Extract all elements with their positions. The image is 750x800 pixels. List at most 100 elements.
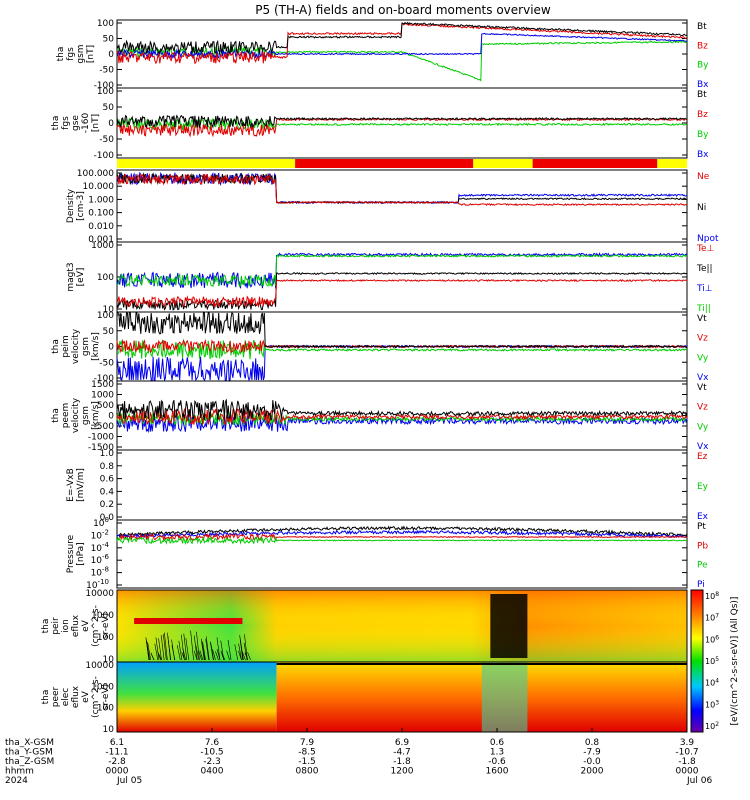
panel-efield: 1.0 0.8 0.6 0.4 0.2 0.0 E=-VxB [mV/m] Ez Ey Ex — [66, 449, 709, 523]
series-fgs_gsm — [116, 21, 688, 82]
x-tick-label: 7.6 — [205, 738, 220, 748]
ion-spectrogram-dropout — [215, 651, 219, 661]
legend-peim_velocity-Vt: Vt — [697, 314, 707, 324]
panel-frame — [116, 87, 688, 159]
x-row-label: tha_Y-GSM — [5, 748, 53, 758]
y-tick-label: -50 — [99, 135, 114, 145]
y-axis-label: Density — [66, 188, 76, 223]
x-tick-label: 7.9 — [300, 738, 315, 748]
y-axis-label: gsm — [81, 337, 91, 356]
y-axis-label: velocity — [71, 397, 81, 433]
colorbar-tick-label: 105 — [705, 656, 719, 666]
x-tick-label: -2.3 — [203, 757, 221, 767]
legend-peem_velocity-Vy: Vy — [697, 422, 709, 432]
ion-spectrogram-dropout — [201, 643, 206, 661]
y-tick-label: 50 — [103, 327, 115, 337]
y-axis-label: tha — [51, 408, 61, 423]
legend-peim_velocity-Vx: Vx — [697, 373, 709, 383]
x-tick-label: -11.1 — [105, 748, 128, 758]
legend-pressure-Pe: Pe — [697, 561, 708, 571]
y-axis-label: Pressure — [66, 534, 76, 573]
y-tick-label: -500 — [94, 422, 115, 432]
x-tick-label: 1600 — [486, 767, 509, 777]
y-axis-label: sr-eV) — [101, 684, 111, 710]
y-tick-label: 50 — [103, 35, 115, 45]
series-line-green — [116, 254, 688, 288]
ion-spectrogram-dropout — [242, 651, 246, 661]
y-axis-label: peim — [61, 335, 71, 358]
y-axis-label: gse — [71, 115, 81, 131]
y-tick-label: -50 — [99, 66, 114, 76]
y-tick-label: 0.0 — [100, 513, 115, 523]
region-segment — [295, 159, 474, 168]
y-axis-label: eV — [81, 690, 91, 703]
x-tick-label: 0.6 — [490, 738, 505, 748]
x-row-label: tha_X-GSM — [5, 738, 54, 748]
y-tick-label: 1000 — [91, 682, 114, 692]
y-tick-label: 0.4 — [100, 487, 115, 497]
y-tick-label: 0.100 — [88, 209, 114, 219]
electron-spectrogram-image — [116, 661, 688, 733]
panel-frame — [116, 380, 688, 451]
legend-peim_velocity-Vy: Vy — [697, 353, 709, 363]
legend-peem_velocity-Vt: Vt — [697, 383, 707, 393]
ion-spectrogram-dropout — [195, 645, 200, 661]
y-tick-label: 10-8 — [91, 566, 109, 579]
x-tick-label: 3.9 — [680, 738, 695, 748]
series-line-green — [116, 40, 688, 82]
y-tick-label: 100 — [97, 87, 114, 97]
ion-spectrogram-dropout — [221, 653, 226, 661]
series-peim_velocity — [116, 312, 688, 382]
y-tick-label: -1000 — [88, 433, 114, 443]
ion-spectrogram-dropout — [209, 641, 214, 661]
x-tick-label: -10.5 — [200, 748, 223, 758]
ion-spectrogram-dropout — [158, 638, 162, 661]
y-axis-label: tha — [51, 339, 61, 354]
ion-spectrogram-dropout — [220, 650, 225, 661]
ion-spectrogram-dropout — [226, 650, 230, 661]
series-line-black — [116, 525, 688, 538]
legend-fgs_gsm-Bx: Bx — [697, 80, 709, 90]
y-tick-label: 10-6 — [91, 553, 110, 566]
y-tick-label: 50 — [103, 103, 115, 113]
x-tick-label: 0000 — [676, 767, 699, 777]
series-line-black — [116, 271, 688, 311]
x-tick-label: 0800 — [296, 767, 319, 777]
series-line-black — [117, 312, 688, 349]
y-axis-label: tha — [41, 619, 51, 634]
panel-frame — [116, 519, 688, 589]
legend-temperature-Ti||: Ti|| — [696, 304, 711, 314]
legend-pressure-Pi: Pi — [697, 580, 705, 590]
legend-efield-Ex: Ex — [697, 512, 709, 522]
legend-peem_velocity-Vx: Vx — [697, 442, 709, 452]
y-tick-label: 0 — [108, 412, 114, 422]
series-line-red — [116, 173, 688, 207]
y-axis-label: tha — [41, 690, 51, 705]
x-tick-label: -8.5 — [298, 748, 316, 758]
x-tick-label: 2000 — [581, 767, 604, 777]
region-segment — [657, 159, 687, 168]
y-tick-label: 100.000 — [77, 169, 114, 179]
y-axis-label: (cm^2-s- — [91, 676, 101, 718]
ion-band — [134, 618, 243, 624]
ion-spectrogram-dropout — [196, 631, 200, 661]
series-temperature — [116, 252, 688, 311]
y-axis-label: ion — [61, 619, 71, 633]
series-line-green — [116, 117, 688, 131]
y-axis-label: gsm — [76, 44, 86, 63]
ion-spectrogram-dropout — [205, 639, 210, 661]
ion-spectrogram-dropout — [238, 643, 242, 661]
legend-fgs_gse-By: By — [697, 130, 709, 140]
y-axis-label: [nPa] — [76, 542, 86, 565]
series-peem_velocity — [116, 398, 688, 434]
x-tick-label: 1.3 — [490, 748, 504, 758]
y-tick-label: 1.000 — [88, 195, 114, 205]
y-tick-label: 1.0 — [100, 449, 115, 459]
y-tick-label: -100 — [94, 374, 115, 384]
colorbar-tick-label: 106 — [705, 634, 719, 644]
ion-spectrogram-image — [116, 589, 688, 663]
legend-fgs_gse-Bz: Bz — [697, 110, 708, 120]
y-tick-label: 0.010 — [88, 222, 114, 232]
